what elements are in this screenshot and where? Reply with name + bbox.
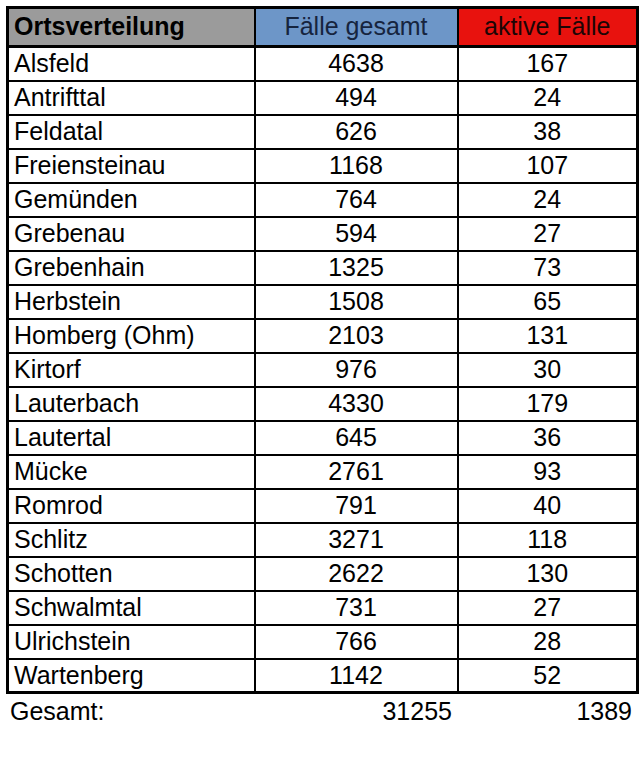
table-row: Homberg (Ohm) 2103 131 <box>8 319 638 353</box>
cell-aktiv: 179 <box>458 387 638 421</box>
cell-ort: Freiensteinau <box>8 149 255 183</box>
cell-aktiv: 118 <box>458 523 638 557</box>
table-row: Grebenau 594 27 <box>8 217 638 251</box>
cell-aktiv: 40 <box>458 489 638 523</box>
cell-ort: Feldatal <box>8 115 255 149</box>
cell-gesamt: 494 <box>255 81 458 115</box>
cell-aktiv: 73 <box>458 251 638 285</box>
cell-gesamt: 2622 <box>255 557 458 591</box>
cell-gesamt: 1168 <box>255 149 458 183</box>
cell-ort: Gemünden <box>8 183 255 217</box>
cell-aktiv: 24 <box>458 183 638 217</box>
cell-gesamt: 4330 <box>255 387 458 421</box>
table-row: Herbstein 1508 65 <box>8 285 638 319</box>
table-row: Alsfeld 4638 167 <box>8 47 638 81</box>
cell-aktiv: 27 <box>458 217 638 251</box>
cell-gesamt: 791 <box>255 489 458 523</box>
cell-ort: Grebenau <box>8 217 255 251</box>
table-row: Wartenberg 1142 52 <box>8 659 638 693</box>
cell-aktiv: 167 <box>458 47 638 81</box>
footer-total-gesamt: 31255 <box>253 697 456 726</box>
table-row: Antrifttal 494 24 <box>8 81 638 115</box>
cell-aktiv: 27 <box>458 591 638 625</box>
cell-ort: Herbstein <box>8 285 255 319</box>
cell-gesamt: 594 <box>255 217 458 251</box>
cell-ort: Lautertal <box>8 421 255 455</box>
table-row: Kirtorf 976 30 <box>8 353 638 387</box>
cell-gesamt: 4638 <box>255 47 458 81</box>
cell-ort: Romrod <box>8 489 255 523</box>
table-row: Ulrichstein 766 28 <box>8 625 638 659</box>
header-row: Ortsverteilung Fälle gesamt aktive Fälle <box>8 8 638 47</box>
header-ortsverteilung: Ortsverteilung <box>8 8 255 47</box>
cell-gesamt: 766 <box>255 625 458 659</box>
cell-ort: Kirtorf <box>8 353 255 387</box>
cell-aktiv: 36 <box>458 421 638 455</box>
cell-aktiv: 30 <box>458 353 638 387</box>
cell-aktiv: 65 <box>458 285 638 319</box>
cell-ort: Schwalmtal <box>8 591 255 625</box>
cell-ort: Lauterbach <box>8 387 255 421</box>
cell-gesamt: 764 <box>255 183 458 217</box>
table-row: Grebenhain 1325 73 <box>8 251 638 285</box>
cell-aktiv: 130 <box>458 557 638 591</box>
cell-gesamt: 731 <box>255 591 458 625</box>
cell-ort: Ulrichstein <box>8 625 255 659</box>
cell-gesamt: 976 <box>255 353 458 387</box>
cell-aktiv: 107 <box>458 149 638 183</box>
cell-gesamt: 626 <box>255 115 458 149</box>
cell-aktiv: 93 <box>458 455 638 489</box>
cell-ort: Homberg (Ohm) <box>8 319 255 353</box>
cell-ort: Schlitz <box>8 523 255 557</box>
cell-aktiv: 24 <box>458 81 638 115</box>
cell-gesamt: 1142 <box>255 659 458 693</box>
cell-ort: Antrifttal <box>8 81 255 115</box>
cell-ort: Grebenhain <box>8 251 255 285</box>
cell-gesamt: 3271 <box>255 523 458 557</box>
table-row: Lautertal 645 36 <box>8 421 638 455</box>
table-row: Lauterbach 4330 179 <box>8 387 638 421</box>
page: Ortsverteilung Fälle gesamt aktive Fälle… <box>0 0 643 770</box>
cell-aktiv: 131 <box>458 319 638 353</box>
cell-aktiv: 28 <box>458 625 638 659</box>
footer-total-aktiv: 1389 <box>456 697 636 726</box>
table-row: Freiensteinau 1168 107 <box>8 149 638 183</box>
cell-gesamt: 1325 <box>255 251 458 285</box>
table-row: Mücke 2761 93 <box>8 455 638 489</box>
table-row: Feldatal 626 38 <box>8 115 638 149</box>
header-aktive-faelle: aktive Fälle <box>458 8 638 47</box>
cell-ort: Schotten <box>8 557 255 591</box>
footer-row: Gesamt: 31255 1389 <box>6 694 636 729</box>
cell-aktiv: 38 <box>458 115 638 149</box>
cell-ort: Wartenberg <box>8 659 255 693</box>
cell-aktiv: 52 <box>458 659 638 693</box>
cell-ort: Mücke <box>8 455 255 489</box>
table-row: Schotten 2622 130 <box>8 557 638 591</box>
cases-table: Ortsverteilung Fälle gesamt aktive Fälle… <box>6 6 639 694</box>
table-row: Gemünden 764 24 <box>8 183 638 217</box>
header-faelle-gesamt: Fälle gesamt <box>255 8 458 47</box>
cell-gesamt: 1508 <box>255 285 458 319</box>
footer-label: Gesamt: <box>6 697 253 726</box>
cell-gesamt: 2761 <box>255 455 458 489</box>
table-row: Schlitz 3271 118 <box>8 523 638 557</box>
cell-ort: Alsfeld <box>8 47 255 81</box>
cell-gesamt: 645 <box>255 421 458 455</box>
cell-gesamt: 2103 <box>255 319 458 353</box>
table-row: Romrod 791 40 <box>8 489 638 523</box>
table-row: Schwalmtal 731 27 <box>8 591 638 625</box>
